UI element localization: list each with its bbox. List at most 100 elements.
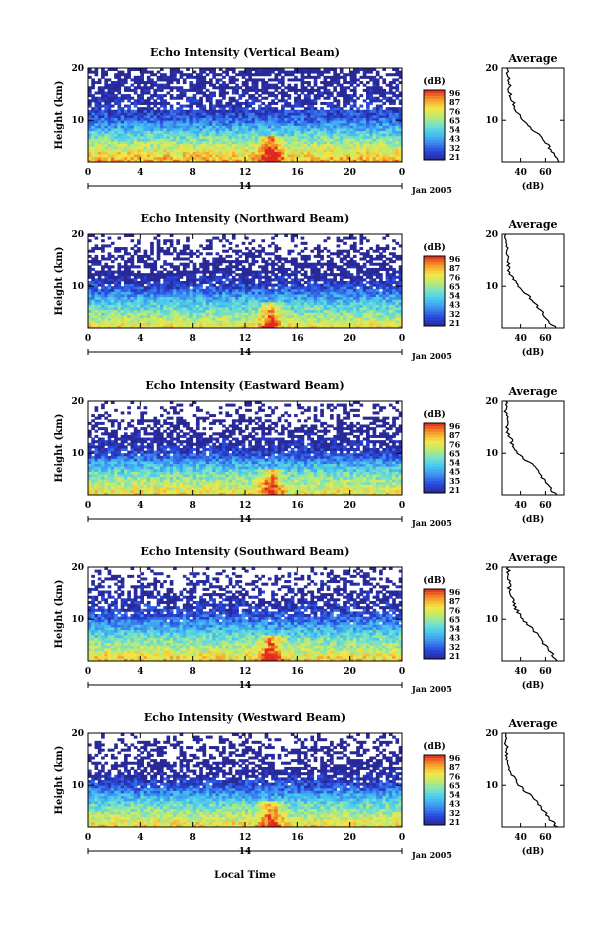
heatmap-cell bbox=[379, 143, 383, 147]
heatmap-cell bbox=[189, 320, 194, 324]
heatmap-cell bbox=[323, 128, 328, 132]
heatmap-cell bbox=[290, 70, 295, 74]
heatmap-cell bbox=[356, 273, 360, 277]
heatmap-cell bbox=[173, 299, 177, 303]
heatmap-cell bbox=[150, 267, 154, 271]
heatmap-cell bbox=[336, 320, 341, 324]
heatmap-cell bbox=[127, 288, 131, 292]
heatmap-cell bbox=[388, 115, 393, 119]
heatmap-cell bbox=[117, 117, 122, 121]
heatmap-cell bbox=[294, 320, 298, 324]
heatmap-cell bbox=[392, 115, 396, 119]
heatmap-cell bbox=[382, 130, 387, 134]
heatmap-cell bbox=[209, 91, 213, 95]
heatmap-cell bbox=[392, 304, 396, 308]
heatmap-cell bbox=[326, 278, 331, 282]
heatmap-cell bbox=[385, 115, 390, 119]
heatmap-cell bbox=[143, 88, 148, 92]
heatmap-cell bbox=[294, 159, 298, 163]
heatmap-cell bbox=[300, 294, 305, 298]
heatmap-cell bbox=[320, 154, 324, 158]
heatmap-cell bbox=[251, 109, 256, 113]
heatmap-cell bbox=[101, 299, 105, 303]
heatmap-cell bbox=[330, 91, 334, 95]
heatmap-cell bbox=[146, 130, 151, 134]
heatmap-cell bbox=[310, 325, 315, 329]
heatmap-cell bbox=[241, 275, 246, 279]
heatmap-cell bbox=[261, 148, 266, 152]
heatmap-cell bbox=[284, 133, 288, 137]
heatmap-cell bbox=[284, 91, 288, 95]
heatmap-cell bbox=[209, 307, 213, 311]
heatmap-cell bbox=[375, 288, 380, 292]
heatmap-cell bbox=[261, 81, 266, 85]
heatmap-cell bbox=[231, 81, 236, 85]
heatmap-cell bbox=[88, 314, 92, 318]
heatmap-cell bbox=[110, 141, 115, 145]
heatmap-cell bbox=[336, 148, 341, 152]
heatmap-cell bbox=[123, 75, 128, 79]
heatmap-cell bbox=[209, 314, 213, 318]
heatmap-cell bbox=[238, 146, 243, 150]
heatmap-cell bbox=[195, 314, 200, 318]
heatmap-cell bbox=[388, 96, 393, 100]
heatmap-cell bbox=[146, 309, 151, 313]
heatmap-cell bbox=[372, 138, 377, 142]
heatmap-cell bbox=[225, 309, 230, 313]
heatmap-cell bbox=[209, 94, 213, 98]
heatmap-cell bbox=[274, 325, 279, 329]
heatmap-cell bbox=[195, 294, 200, 298]
heatmap-cell bbox=[192, 278, 197, 282]
heatmap-cell bbox=[235, 73, 239, 77]
heatmap-cell bbox=[166, 112, 171, 116]
heatmap-cell bbox=[140, 109, 144, 113]
heatmap-cell bbox=[218, 78, 223, 82]
heatmap-cell bbox=[156, 314, 161, 318]
heatmap-cell bbox=[241, 70, 246, 74]
heatmap-cell bbox=[215, 81, 220, 85]
heatmap-cell bbox=[241, 151, 246, 155]
heatmap-cell bbox=[150, 133, 154, 137]
heatmap-cell bbox=[372, 125, 377, 129]
heatmap-cell bbox=[199, 120, 203, 124]
heatmap-cell bbox=[333, 273, 337, 277]
heatmap-cell bbox=[231, 156, 236, 160]
heatmap-cell bbox=[163, 291, 167, 295]
heatmap-cell bbox=[375, 138, 380, 142]
heatmap-cell bbox=[218, 296, 223, 300]
heatmap-cell bbox=[372, 278, 377, 282]
heatmap-cell bbox=[163, 317, 167, 321]
heatmap-cell bbox=[339, 312, 344, 316]
heatmap-cell bbox=[88, 312, 92, 316]
heatmap-cell bbox=[235, 286, 239, 290]
heatmap-cell bbox=[97, 130, 102, 134]
heatmap-cell bbox=[238, 133, 243, 137]
heatmap-cell bbox=[123, 309, 128, 313]
heatmap-cell bbox=[274, 320, 279, 324]
heatmap-cell bbox=[245, 283, 249, 287]
heatmap-cell bbox=[343, 270, 347, 274]
heatmap-cell bbox=[277, 275, 282, 279]
heatmap-cell bbox=[310, 99, 315, 103]
heatmap-cell bbox=[120, 94, 125, 98]
heatmap-cell bbox=[117, 304, 122, 308]
heatmap-cell bbox=[284, 322, 288, 326]
heatmap-cell bbox=[330, 128, 334, 132]
heatmap-cell bbox=[251, 294, 256, 298]
heatmap-cell bbox=[218, 283, 223, 287]
heatmap-cell bbox=[352, 294, 357, 298]
heatmap-cell bbox=[150, 317, 154, 321]
heatmap-cell bbox=[323, 83, 328, 87]
heatmap-cell bbox=[123, 122, 128, 126]
heatmap-cell bbox=[362, 122, 367, 126]
heatmap-cell bbox=[346, 143, 351, 147]
heatmap-cell bbox=[235, 135, 239, 139]
heatmap-cell bbox=[248, 151, 252, 155]
heatmap-cell bbox=[205, 138, 210, 142]
heatmap-cell bbox=[343, 125, 347, 129]
heatmap-cell bbox=[336, 128, 341, 132]
heatmap-cell bbox=[245, 286, 249, 290]
heatmap-cell bbox=[163, 73, 167, 77]
heatmap-cell bbox=[366, 88, 370, 92]
heatmap-cell bbox=[235, 130, 239, 134]
